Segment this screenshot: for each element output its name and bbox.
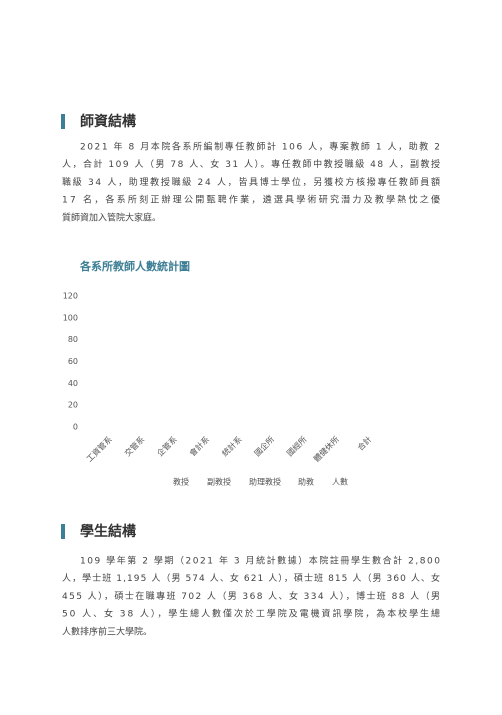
x-tick-label: 統計系 [220, 434, 244, 458]
paragraph-line: 人，學士班 1,195 人（男 574 人、女 621 人），碩士班 815 人… [62, 572, 440, 584]
y-tick-label: 120 [63, 292, 78, 301]
x-tick-label: 國經所 [285, 434, 309, 458]
y-tick-label: 0 [73, 423, 78, 432]
legend-entry: 副教授 [207, 477, 231, 487]
heading-bar [61, 524, 65, 539]
paragraph-line: 人數排序前三大學院。 [62, 625, 152, 637]
section-heading: 學生結構 [80, 523, 136, 540]
heading-bar [61, 114, 65, 129]
legend-entry: 助教 [298, 477, 314, 487]
y-tick-label: 20 [68, 401, 78, 410]
y-tick-label: 40 [68, 379, 78, 388]
y-tick-label: 100 [63, 313, 78, 322]
y-tick-label: 80 [68, 335, 78, 344]
x-tick-label: 企管系 [155, 434, 179, 458]
paragraph-line: 2021 年 8 月本院各系所編制專任教師計 106 人，專案教師 1 人，助教… [80, 141, 440, 153]
x-tick-label: 交管系 [122, 434, 146, 458]
paragraph-line: 455 人），碩士在職專班 702 人（男 368 人、女 334 人），博士班… [62, 590, 440, 602]
x-tick-label: 合計 [355, 434, 373, 452]
paragraph-line: 50 人、女 38 人），學生總人數僅次於工學院及電機資訊學院，為本校學生總 [62, 608, 440, 620]
legend-entry: 助理教授 [249, 477, 281, 487]
chart-title: 各系所教師人數統計圖 [79, 259, 190, 273]
paragraph-line: 職級 34 人，助理教授職級 24 人，皆具博士學位，另獲校方核撥專任教師員額 [62, 176, 440, 188]
x-tick-label: 國企所 [252, 434, 276, 458]
legend-entry: 人數 [332, 477, 348, 487]
x-tick-label: 體健休所 [311, 434, 341, 464]
x-tick-label: 工資管系 [84, 434, 114, 464]
paragraph-line: 109 學年第 2 學期（2021 年 3 月統計數據）本院註冊學生數合計 2,… [80, 555, 440, 567]
x-tick-label: 會計系 [187, 434, 211, 458]
paragraph-line: 17 名，各系所刻正辦理公開甄聘作業，遴選具學術研究潛力及教學熱忱之優 [62, 194, 440, 206]
legend-entry: 教授 [173, 477, 189, 487]
paragraph-line: 質師資加入管院大家庭。 [62, 211, 161, 223]
paragraph-line: 人，合計 109 人（男 78 人、女 31 人）。專任教師中教授職級 48 人… [62, 158, 440, 170]
section-heading: 師資結構 [80, 113, 136, 130]
y-tick-label: 60 [68, 357, 78, 366]
